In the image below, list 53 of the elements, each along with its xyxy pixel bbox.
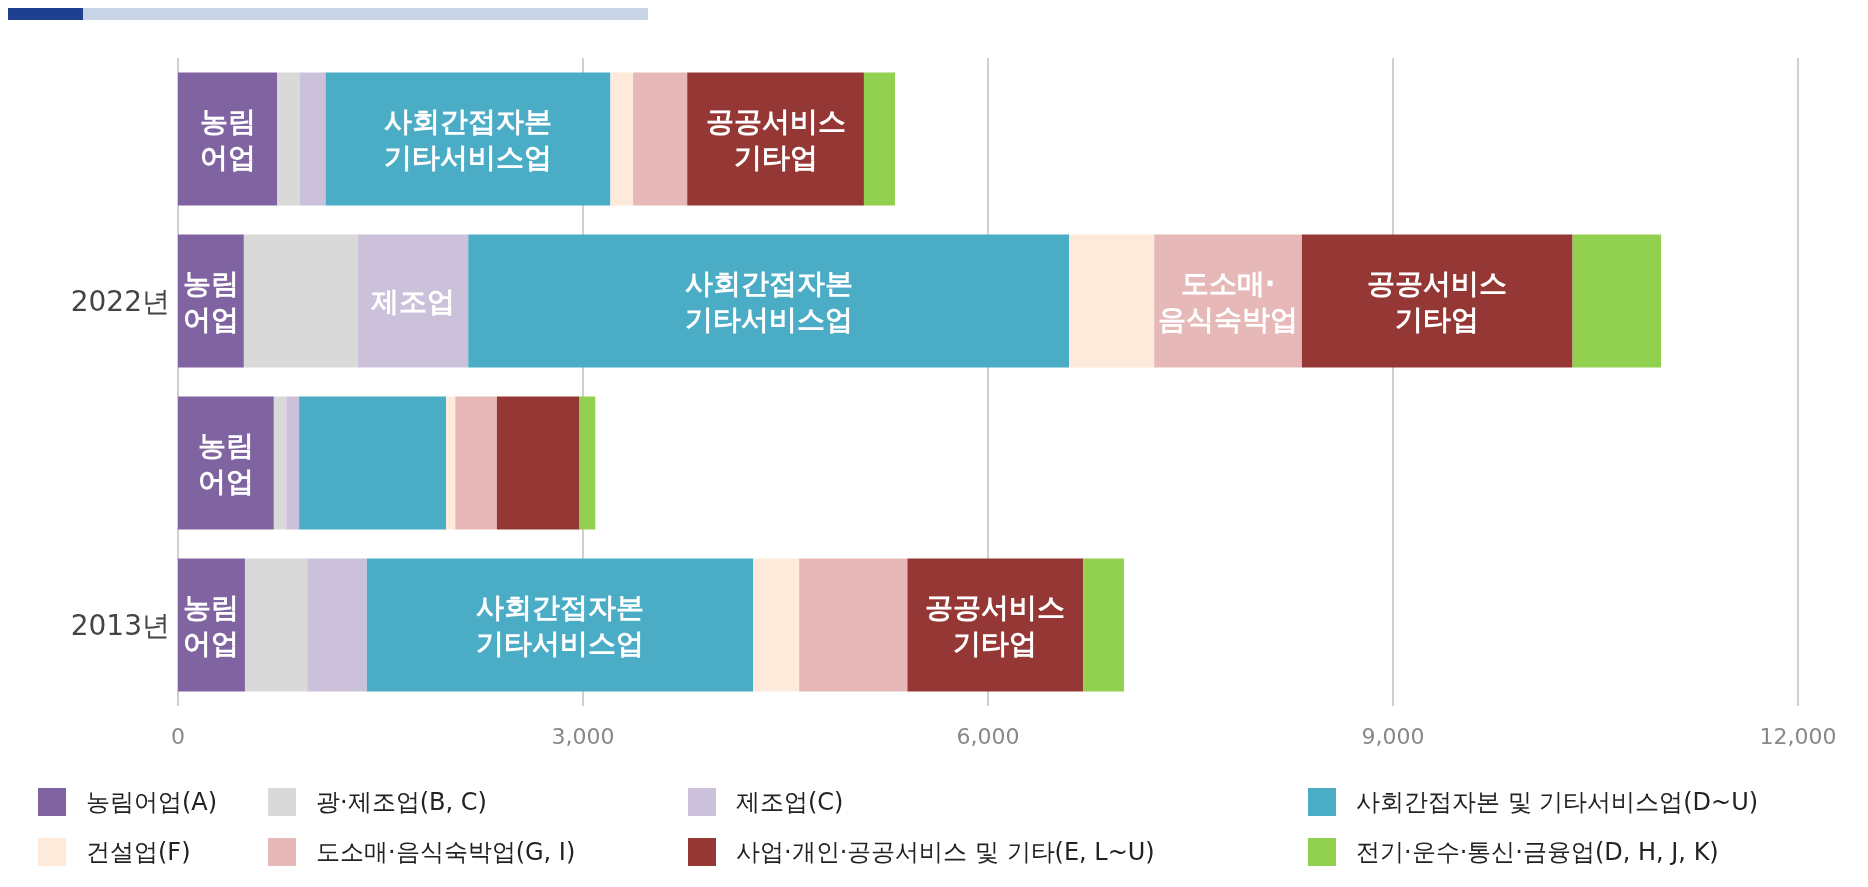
y-tick-label: 2013년 [70, 608, 170, 642]
legend-label: 농림어업(A) [86, 787, 218, 818]
legend-label: 사회간접자본 및 기타서비스업(D~U) [1356, 787, 1759, 818]
bar [357, 234, 469, 368]
data-label: 도소매· 음식숙박업 [1158, 266, 1299, 336]
x-tick-label: 6,000 [956, 723, 1020, 749]
data-label: 농림 어업 [182, 266, 239, 336]
x-tick-label: 12,000 [1759, 723, 1837, 749]
x-tick-label: 9,000 [1361, 723, 1425, 749]
legend-label: 사업·개인·공공서비스 및 기타(E, L~U) [736, 837, 1155, 868]
data-label: 사회간접자본 기타서비스업 [684, 266, 853, 336]
data-label: 공공서비스 기타업 [1367, 266, 1508, 336]
bar [299, 396, 447, 530]
bar [307, 558, 367, 692]
bar [687, 72, 864, 206]
bar [277, 72, 300, 206]
y-tick-label: 2022년 [70, 284, 170, 318]
data-label: 사회간접자본 기타서비스업 [476, 590, 645, 660]
bar [455, 396, 497, 530]
bar [468, 234, 1069, 368]
bar [273, 396, 287, 530]
bar [753, 558, 800, 692]
data-label: 농림 어업 [183, 590, 240, 660]
bar [243, 234, 358, 368]
bar [366, 558, 754, 692]
bar [496, 396, 580, 530]
bar [610, 72, 634, 206]
x-tick-label: 3,000 [551, 723, 615, 749]
bar [1572, 234, 1662, 368]
legend-label: 건설업(F) [86, 837, 191, 868]
bar [1069, 234, 1155, 368]
bar [299, 72, 326, 206]
bar [1083, 558, 1124, 692]
data-label: 제조업 [369, 284, 455, 318]
bar [799, 558, 908, 692]
bar [325, 72, 611, 206]
legend-label: 전기·운수·통신·금융업(D, H, J, K) [1356, 837, 1719, 868]
bar [579, 396, 596, 530]
bar [863, 72, 895, 206]
data-label: 사회간접자본 기타서비스업 [383, 104, 552, 174]
bar [446, 396, 456, 530]
data-label: 농림 어업 [199, 104, 256, 174]
bar [244, 558, 308, 692]
legend-label: 도소매·음식숙박업(G, I) [316, 837, 576, 868]
data-label: 공공서비스 기타업 [705, 104, 846, 174]
data-label: 공공서비스 기타업 [925, 590, 1066, 660]
legend-label: 광·제조업(B, C) [316, 787, 487, 818]
bar [633, 72, 688, 206]
data-label: 농림 어업 [197, 428, 254, 498]
x-tick-label: 0 [171, 723, 185, 749]
bar [1301, 234, 1573, 368]
legend-label: 제조업(C) [736, 787, 844, 818]
bar [286, 396, 300, 530]
